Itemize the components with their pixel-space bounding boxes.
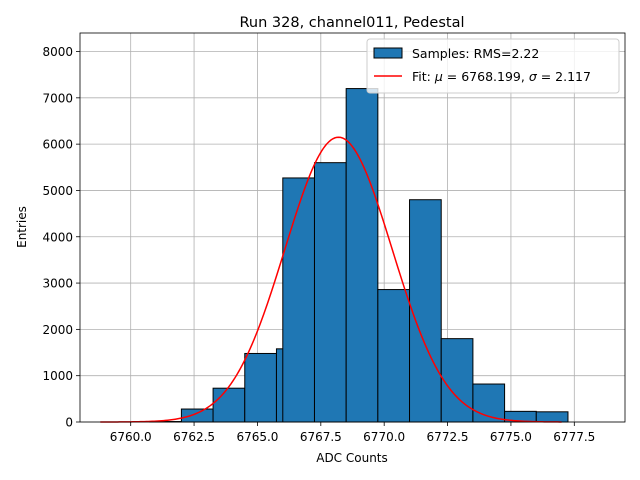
legend: Samples: RMS=2.22 Fit: μ = 6768.199, σ =… [366, 38, 620, 94]
y-tick-label: 7000 [42, 91, 73, 105]
histogram-bar [535, 411, 569, 423]
x-tick-label: 6762.5 [173, 430, 215, 444]
x-tick-label: 6775.0 [490, 430, 532, 444]
y-tick-label: 6000 [42, 138, 73, 152]
chart-title: Run 328, channel011, Pedestal [239, 15, 464, 31]
y-tick-label: 2000 [42, 323, 73, 337]
x-axis-label: ADC Counts [316, 451, 388, 465]
x-tick-label: 6760.0 [110, 430, 152, 444]
legend-fit-text-1: Fit: [412, 69, 435, 84]
y-tick-label: 0 [65, 416, 73, 430]
legend-box [366, 38, 620, 94]
legend-fit-label: Fit: μ = 6768.199, σ = 2.117 [412, 69, 591, 84]
y-tick-label: 5000 [42, 184, 73, 198]
histogram-bar [440, 338, 474, 423]
histogram-bar [313, 162, 347, 423]
y-tick-label: 4000 [42, 230, 73, 244]
fit-curve [100, 136, 562, 423]
y-tick-label: 8000 [42, 45, 73, 59]
x-tick-label: 6777.5 [553, 430, 595, 444]
plot-frame [79, 32, 626, 423]
histogram-bar [212, 387, 246, 423]
legend-fit-mu-symbol: μ [434, 69, 443, 84]
histogram-bars [149, 88, 569, 423]
x-tick-label: 6770.0 [363, 430, 405, 444]
legend-histogram-label: Samples: RMS=2.22 [412, 46, 539, 61]
y-tick-label: 3000 [42, 277, 73, 291]
histogram-bar [345, 88, 379, 423]
legend-fit-text-3: = 2.117 [537, 69, 591, 84]
x-tick-label: 6772.5 [427, 430, 469, 444]
histogram-bar [180, 408, 214, 423]
legend-histogram-swatch [373, 47, 403, 59]
histogram-bar [282, 177, 315, 423]
x-tick-label: 6765.0 [236, 430, 278, 444]
histogram-bar [377, 289, 411, 423]
x-axis-ticks: 6760.0 6762.5 6765.0 6767.5 6770.0 6772.5 6775… [110, 422, 595, 444]
y-tick-label: 1000 [42, 369, 73, 383]
histogram-bar [244, 352, 277, 423]
legend-fit-text-2: = 6768.199, [443, 69, 529, 84]
y-axis-ticks: 0 1000 2000 3000 4000 5000 6000 7000 8000 [42, 45, 80, 430]
y-axis-label: Entries [15, 206, 29, 248]
legend-fit-sigma-symbol: σ [529, 69, 538, 84]
x-tick-label: 6767.5 [300, 430, 342, 444]
histogram-bar [409, 199, 442, 423]
